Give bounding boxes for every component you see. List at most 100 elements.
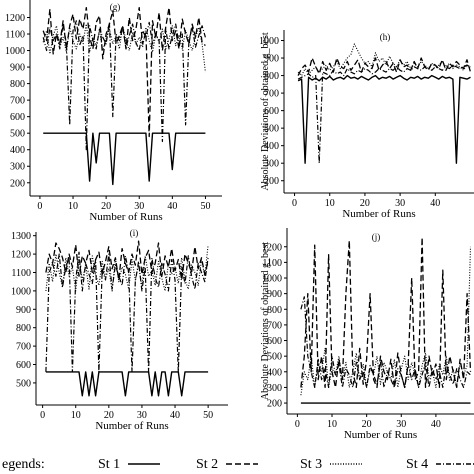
x-tick-label: 20 — [101, 201, 111, 212]
y-tick-label: 700 — [16, 342, 31, 353]
y-tick-label: 400 — [267, 367, 282, 378]
chart-panel-h: 0 10 20 30 40 200 300 400 500 600 700 800 900 1000 Num… — [259, 30, 474, 220]
y-tick-label: 700 — [267, 320, 282, 331]
legend-title: egends: — [2, 457, 45, 472]
y-tick-label: 300 — [264, 159, 279, 170]
chart-panel-g: 0 10 20 30 40 50 200 300 400 500 600 700 800 900 1000 1… — [5, 0, 222, 223]
y-tick-label: 900 — [267, 289, 282, 300]
series-line-st-2 — [300, 236, 472, 389]
series-line-st-3 — [42, 23, 206, 73]
y-tick-label: 700 — [10, 96, 25, 107]
y-tick-label: 600 — [10, 112, 25, 123]
y-tick-label: 1200 — [11, 250, 31, 261]
y-axis-title: Absolute Deviations of obtained g_best — [260, 32, 271, 191]
x-tick-label: 30 — [134, 201, 144, 212]
series-line-st-3 — [300, 246, 472, 396]
x-tick-label: 30 — [396, 419, 406, 430]
y-tick-label: 1000 — [5, 46, 25, 57]
x-tick-label: 10 — [68, 201, 78, 212]
series-line-st-4 — [45, 251, 209, 373]
y-tick-label: 600 — [264, 106, 279, 117]
y-tick-label: 400 — [264, 141, 279, 152]
y-tick-label: 1200 — [5, 13, 25, 24]
series-line-st-4 — [297, 64, 471, 164]
panel-label: (i) — [130, 228, 139, 238]
panel-label: (g) — [110, 2, 121, 12]
y-tick-label: 800 — [267, 305, 282, 316]
y-tick-label: 1000 — [262, 274, 282, 285]
y-tick-label: 200 — [264, 176, 279, 187]
y-tick-label: 700 — [264, 89, 279, 100]
y-tick-label: 600 — [16, 360, 31, 371]
y-tick-label: 600 — [267, 336, 282, 347]
y-tick-label: 200 — [10, 178, 25, 189]
x-tick-label: 0 — [37, 201, 42, 212]
y-tick-label: 900 — [10, 63, 25, 74]
x-tick-label: 30 — [137, 410, 147, 421]
panel-label: (j) — [372, 232, 381, 242]
y-tick-label: 1100 — [11, 268, 31, 279]
legend-item-label: St 1 — [98, 457, 120, 472]
x-tick-label: 20 — [360, 198, 370, 209]
y-tick-label: 800 — [16, 323, 31, 334]
x-tick-label: 30 — [395, 198, 405, 209]
y-tick-label: 500 — [16, 378, 31, 389]
series-line-st-1 — [45, 371, 209, 397]
x-tick-label: 40 — [170, 410, 180, 421]
axes: 0 10 20 30 40 200 300 400 500 600 700 800 900 1000 — [259, 30, 474, 209]
y-tick-label: 1100 — [5, 30, 25, 41]
x-tick-label: 40 — [431, 419, 441, 430]
y-tick-label: 1000 — [259, 36, 279, 47]
x-tick-label: 40 — [167, 201, 177, 212]
y-tick-label: 500 — [264, 124, 279, 135]
y-tick-label: 900 — [16, 305, 31, 316]
axes: 0 10 20 30 40 50 200 300 400 500 600 700 800 900 1000 1… — [5, 0, 222, 212]
y-tick-label: 300 — [267, 383, 282, 394]
legend-item-label: St 4 — [406, 457, 428, 472]
x-tick-label: 10 — [325, 198, 335, 209]
series-line-st-4 — [300, 296, 471, 388]
series-line-st-1 — [43, 132, 206, 186]
y-tick-label: 1000 — [11, 286, 31, 297]
x-axis-title: Number of Runs — [342, 208, 415, 220]
y-axis-title: Absolute Deviations of obtained g_best — [260, 242, 271, 401]
legend-item-label: St 3 — [300, 457, 322, 472]
x-tick-label: 50 — [200, 201, 210, 212]
series-line-st-2 — [297, 57, 472, 76]
x-axis-title: Number of Runs — [95, 420, 168, 432]
y-tick-label: 500 — [10, 129, 25, 140]
x-tick-label: 10 — [71, 410, 81, 421]
x-tick-label: 0 — [292, 198, 297, 209]
legend-item-label: St 2 — [196, 457, 218, 472]
x-tick-label: 0 — [40, 410, 45, 421]
chart-panel-i: 0 10 20 30 40 50 500 600 700 800 900 1000 1100 1200 13… — [11, 228, 228, 432]
x-tick-label: 50 — [203, 410, 213, 421]
y-tick-label: 800 — [264, 71, 279, 82]
x-tick-label: 20 — [362, 419, 372, 430]
axes: 0 10 20 30 40 50 500 600 700 800 900 1000 1100 1200 13… — [11, 231, 228, 421]
y-tick-label: 1100 — [262, 258, 282, 269]
y-tick-label: 500 — [267, 352, 282, 363]
x-tick-label: 20 — [104, 410, 114, 421]
y-tick-label: 1200 — [262, 242, 282, 253]
x-tick-label: 10 — [327, 419, 337, 430]
y-tick-label: 300 — [10, 162, 25, 173]
y-tick-label: 800 — [10, 79, 25, 90]
series-line-st-2 — [42, 6, 206, 138]
chart-panel-j: 0 10 20 30 40 200 300 400 500 600 700 800 900 1000 110… — [260, 228, 474, 441]
legend: egends: St 1 St 2 St 3 St 4 — [2, 457, 474, 472]
y-tick-label: 1300 — [11, 231, 31, 242]
y-tick-label: 400 — [10, 145, 25, 156]
panel-label: (h) — [380, 32, 391, 42]
y-tick-label: 900 — [264, 54, 279, 65]
x-axis-title: Number of Runs — [344, 429, 417, 441]
x-tick-label: 40 — [430, 198, 440, 209]
x-tick-label: 0 — [295, 419, 300, 430]
x-axis-title: Number of Runs — [89, 211, 162, 223]
series-line-st-4 — [42, 20, 206, 151]
axes: 0 10 20 30 40 200 300 400 500 600 700 800 900 1000 110… — [262, 228, 474, 430]
series-line-st-1 — [297, 74, 471, 164]
series-line-st-3 — [297, 43, 471, 77]
y-tick-label: 200 — [267, 399, 282, 410]
